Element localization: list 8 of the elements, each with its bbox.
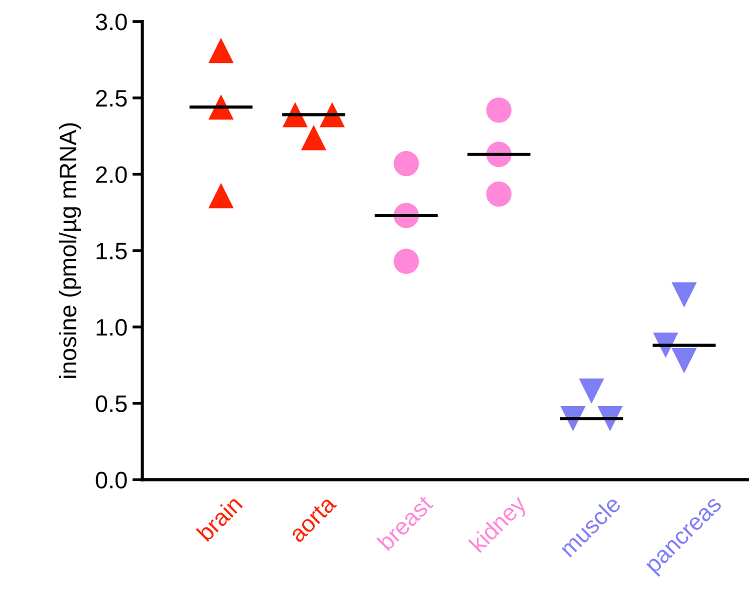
y-tick-label: 1.5	[96, 242, 127, 260]
y-tick-label: 0.0	[96, 472, 127, 488]
y-tick-label: 0.5	[96, 395, 127, 412]
y-axis-title: inosine (pmol/µg mRNA)	[59, 123, 82, 378]
y-tick-label: 2.5	[96, 90, 127, 107]
y-tick-label: 3.0	[96, 14, 127, 30]
y-tick-label: 2.0	[96, 166, 127, 184]
y-tick-label: 1.0	[96, 319, 127, 336]
